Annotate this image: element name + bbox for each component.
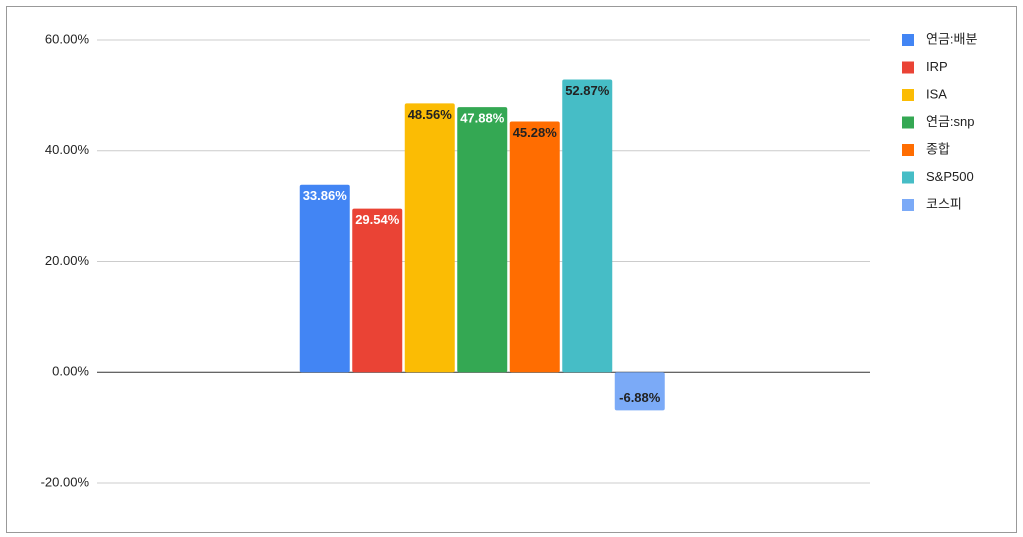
- bar: [509, 121, 560, 373]
- legend-label: 코스피: [926, 196, 962, 211]
- value-label: 47.88%: [460, 111, 505, 126]
- legend-swatch: [902, 61, 914, 74]
- y-tick-label: 40.00%: [45, 142, 90, 157]
- legend-swatch: [902, 89, 914, 101]
- bar: [299, 184, 350, 373]
- legend-swatch: [902, 171, 914, 184]
- y-tick-label: 60.00%: [45, 31, 90, 46]
- bar: [352, 208, 403, 373]
- legend-swatch: [902, 144, 914, 156]
- value-label: 48.56%: [408, 107, 453, 122]
- legend-label: 연금:snp: [926, 114, 975, 129]
- legend-swatch: [902, 116, 914, 129]
- legend-label: 종합: [926, 141, 950, 156]
- bar: [614, 372, 665, 411]
- legend-label: S&P500: [926, 169, 974, 184]
- legend-swatch: [902, 34, 914, 46]
- value-label: -6.88%: [619, 390, 661, 405]
- y-tick-label: 0.00%: [52, 364, 89, 379]
- legend-swatch: [902, 199, 914, 211]
- legend-label: IRP: [926, 59, 948, 74]
- legend-label: 연금:배분: [926, 31, 977, 46]
- y-tick-label: -20.00%: [41, 474, 90, 489]
- value-label: 29.54%: [355, 212, 400, 227]
- bar: [562, 79, 613, 373]
- value-label: 45.28%: [513, 125, 558, 140]
- value-label: 33.86%: [303, 188, 348, 203]
- y-tick-label: 20.00%: [45, 253, 90, 268]
- bar: [404, 103, 455, 373]
- value-label: 52.87%: [565, 83, 610, 98]
- bar: [457, 107, 508, 373]
- legend-label: ISA: [926, 86, 947, 101]
